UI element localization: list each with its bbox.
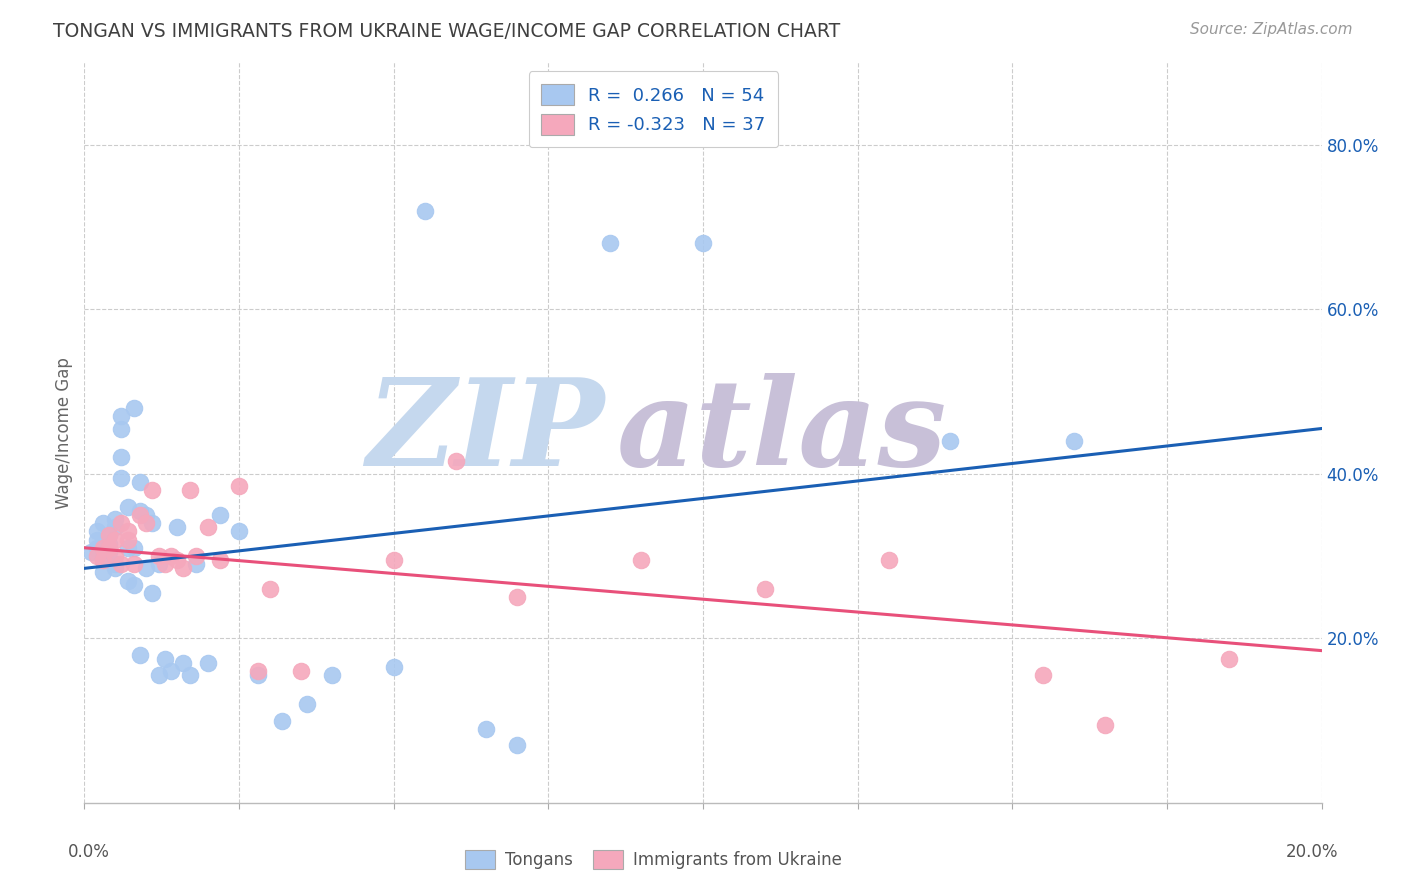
Point (104, 549, 127, 563)
Point (110, 450, 132, 465)
Point (295, 697, 318, 711)
Point (290, 664, 312, 678)
Point (122, 541, 145, 555)
Point (110, 558, 132, 572)
Point (117, 524, 139, 539)
Point (91, 553, 114, 567)
Point (104, 558, 127, 572)
Point (184, 549, 207, 563)
Point (153, 652, 176, 666)
Point (98, 528, 121, 542)
Text: Source: ZipAtlas.com: Source: ZipAtlas.com (1189, 22, 1353, 37)
Point (110, 516, 132, 530)
Point (141, 516, 163, 530)
Y-axis label: Wage/Income Gap: Wage/Income Gap (55, 357, 73, 508)
Point (141, 483, 163, 498)
Point (122, 401, 145, 415)
Point (754, 582, 776, 596)
Point (692, 236, 714, 251)
Text: TONGAN VS IMMIGRANTS FROM UKRAINE WAGE/INCOME GAP CORRELATION CHART: TONGAN VS IMMIGRANTS FROM UKRAINE WAGE/I… (53, 22, 841, 41)
Point (135, 516, 157, 530)
Point (184, 558, 207, 572)
Point (1063, 434, 1085, 448)
Point (86, 549, 108, 563)
Point (209, 553, 232, 567)
Point (259, 582, 281, 596)
Point (630, 553, 652, 567)
Point (246, 664, 269, 678)
Point (413, 203, 436, 218)
Point (129, 504, 152, 518)
Point (98, 541, 121, 555)
Point (179, 483, 201, 498)
Point (166, 520, 188, 534)
Point (382, 660, 405, 674)
Point (129, 648, 152, 662)
Text: atlas: atlas (616, 374, 946, 491)
Point (475, 722, 498, 736)
Point (209, 508, 232, 522)
Point (321, 668, 343, 682)
Point (197, 520, 219, 534)
Point (172, 561, 194, 575)
Point (506, 738, 529, 752)
Point (86, 524, 108, 539)
Point (129, 475, 152, 489)
Point (135, 561, 157, 575)
Point (129, 508, 152, 522)
Point (1094, 717, 1116, 731)
Point (506, 590, 529, 604)
Point (91, 541, 114, 555)
Point (110, 471, 132, 485)
Point (86, 533, 108, 547)
Point (599, 236, 621, 251)
Point (1032, 668, 1054, 682)
Text: ZIP: ZIP (366, 374, 605, 491)
Point (166, 553, 188, 567)
Point (939, 434, 962, 448)
Point (135, 508, 157, 522)
Point (98, 528, 121, 542)
Point (91, 566, 114, 580)
Point (148, 558, 170, 572)
Point (246, 668, 269, 682)
Point (160, 549, 183, 563)
Point (153, 558, 176, 572)
Point (91, 516, 114, 530)
Point (98, 536, 121, 550)
Point (228, 479, 250, 493)
Text: 20.0%: 20.0% (1286, 843, 1339, 861)
Point (1218, 652, 1240, 666)
Point (117, 574, 139, 588)
Point (104, 520, 127, 534)
Point (382, 553, 405, 567)
Point (104, 512, 127, 526)
Point (117, 500, 139, 514)
Point (228, 524, 250, 539)
Point (117, 533, 139, 547)
Point (122, 578, 145, 592)
Point (172, 656, 194, 670)
Point (91, 553, 114, 567)
Point (271, 714, 294, 728)
Point (110, 421, 132, 435)
Point (117, 541, 139, 555)
Point (122, 558, 145, 572)
Point (79, 545, 101, 559)
Point (98, 545, 121, 559)
Text: 0.0%: 0.0% (67, 843, 110, 861)
Point (877, 553, 900, 567)
Legend: Tongans, Immigrants from Ukraine: Tongans, Immigrants from Ukraine (458, 843, 849, 876)
Point (444, 454, 467, 468)
Point (141, 586, 163, 600)
Point (104, 561, 127, 575)
Point (104, 533, 127, 547)
Point (148, 549, 170, 563)
Point (179, 668, 201, 682)
Point (110, 409, 132, 424)
Point (86, 541, 108, 555)
Point (160, 664, 183, 678)
Point (197, 656, 219, 670)
Point (148, 668, 170, 682)
